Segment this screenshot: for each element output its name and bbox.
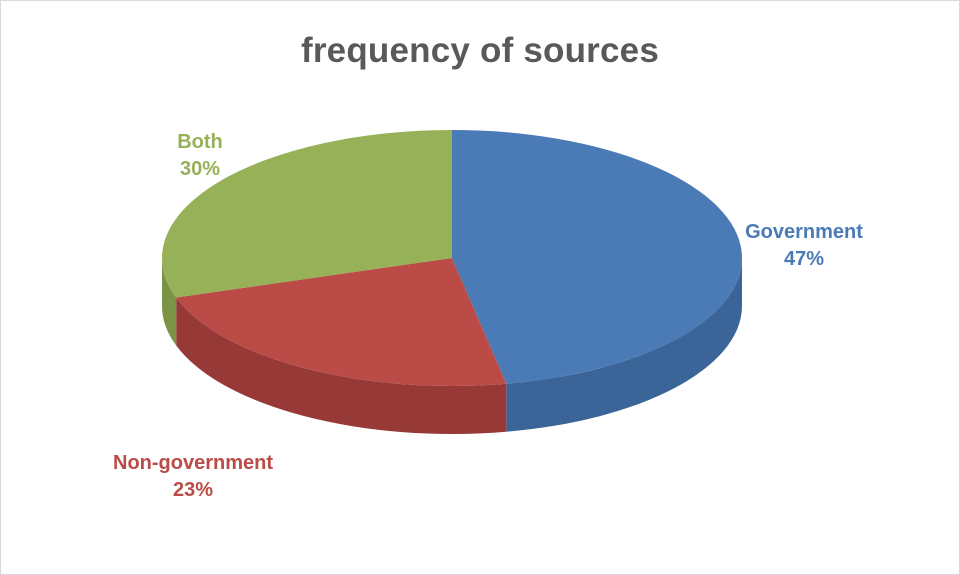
chart-title: frequency of sources [301, 31, 659, 70]
pie-slice-non-government [176, 258, 507, 386]
data-label-non-government-name: Non-government [113, 452, 273, 474]
data-label-non-government-percent: 23% [173, 479, 213, 501]
data-label-government-percent: 47% [784, 248, 824, 270]
pie-side-both [162, 257, 177, 346]
pie-side-government [506, 259, 742, 432]
pie-side-non-government [176, 297, 507, 435]
data-label-government-name: Government [745, 221, 863, 243]
data-label-both-name: Both [177, 131, 223, 153]
data-label-both-percent: 30% [180, 158, 220, 180]
pie-slice-both [162, 130, 452, 298]
pie-slice-government [452, 130, 742, 384]
